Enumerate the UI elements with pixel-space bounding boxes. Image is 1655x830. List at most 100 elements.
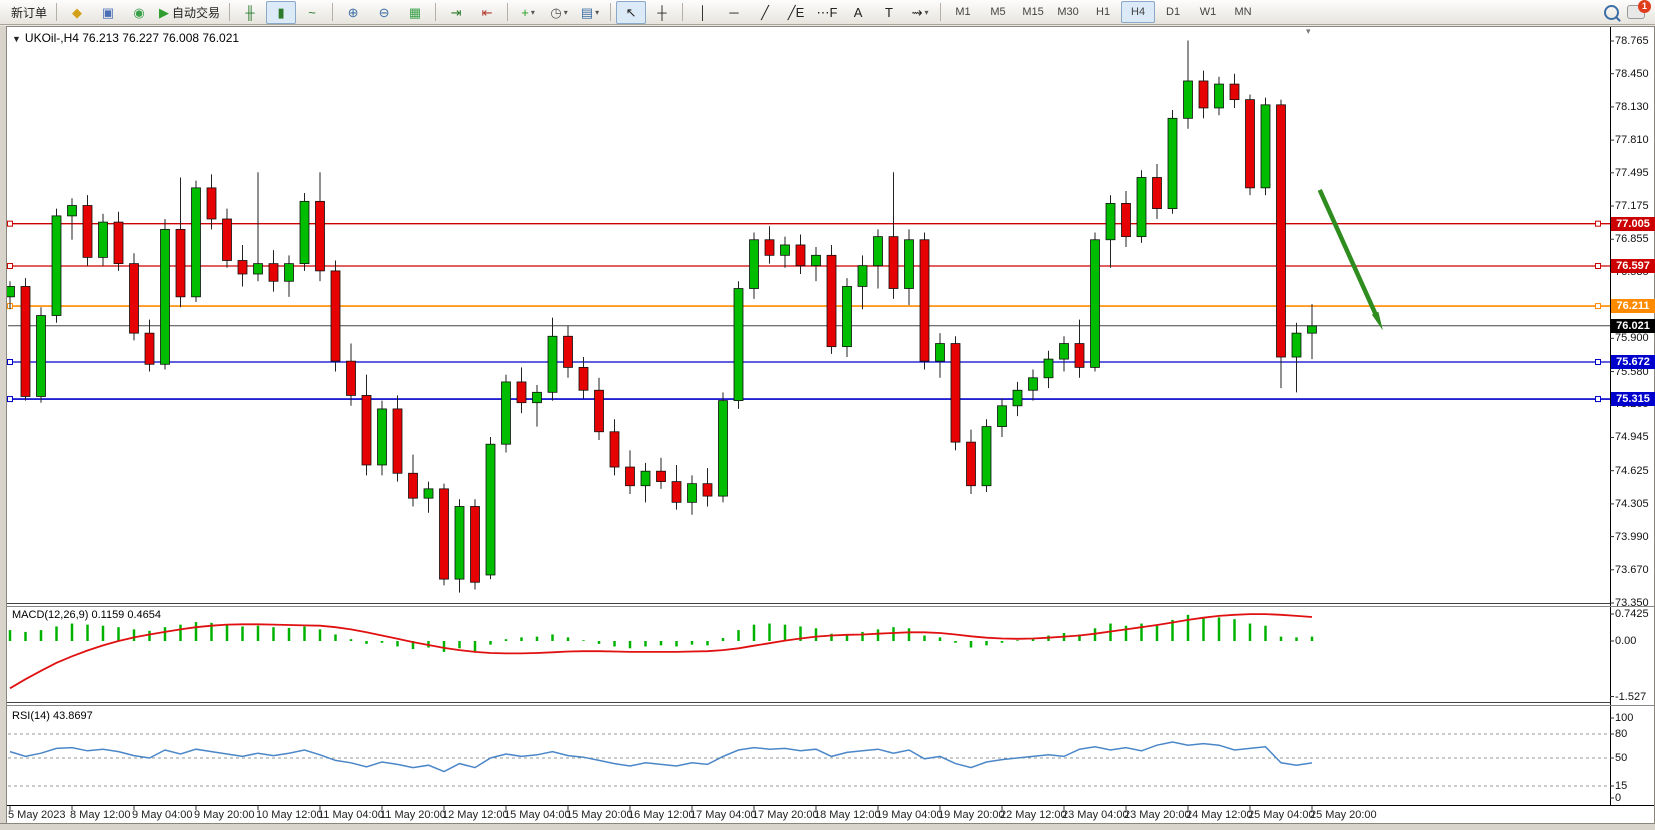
- candle-body: [656, 470, 666, 482]
- timeframe-m30-button[interactable]: M30: [1051, 1, 1085, 23]
- candle-body: [1198, 80, 1209, 109]
- fibonacci-tool-icon: ⋯F: [816, 4, 838, 20]
- price-axis-label: 73.990: [1615, 530, 1649, 543]
- broadcast-icon[interactable]: ◉: [124, 1, 154, 24]
- vertical-line-tool-icon: │: [698, 4, 708, 20]
- chart-window[interactable]: [0, 26, 1655, 829]
- candle-body: [795, 244, 806, 267]
- trendline-tool-icon[interactable]: ╱: [750, 1, 780, 24]
- time-axis-label: 15 May 20:00: [566, 809, 633, 821]
- fibonacci-tool-icon[interactable]: ⋯F: [812, 1, 842, 24]
- candle-body: [470, 506, 480, 583]
- price-axis-label: 78.130: [1615, 100, 1649, 113]
- new-order-button[interactable]: 新订单: [4, 1, 51, 24]
- templates-menu-icon: ▤: [580, 4, 594, 20]
- bar-chart-type-icon[interactable]: ╫: [235, 1, 265, 24]
- toolbar-separator: [56, 3, 58, 21]
- periods-menu-icon[interactable]: ◷ ▾: [544, 1, 574, 24]
- market-watch-icon[interactable]: ◆: [62, 1, 92, 24]
- timeframe-m15-button[interactable]: M15: [1016, 1, 1050, 23]
- time-axis-label: 19 May 04:00: [876, 809, 943, 821]
- time-axis-label: 22 May 12:00: [1000, 809, 1067, 821]
- templates-menu-icon[interactable]: ▤ ▾: [575, 1, 605, 24]
- text-label-tool-icon: T: [885, 4, 893, 20]
- candle-body: [1074, 343, 1085, 368]
- auto-scroll-icon[interactable]: ⇥: [441, 1, 471, 24]
- candle-body: [377, 408, 387, 466]
- candle-body: [423, 488, 434, 499]
- zoom-in-icon: ⊕: [347, 4, 359, 20]
- candle-body: [594, 389, 604, 433]
- candle-body: [1043, 358, 1054, 379]
- channel-tool-icon[interactable]: ╱E: [781, 1, 811, 24]
- candle-body: [904, 239, 914, 289]
- vertical-line-tool-icon[interactable]: │: [688, 1, 718, 24]
- time-axis-label: 18 May 12:00: [814, 809, 881, 821]
- arrows-tool-icon[interactable]: ⇝ ▾: [905, 1, 935, 24]
- price-axis-label: 73.670: [1615, 563, 1649, 576]
- candle-body: [702, 483, 713, 497]
- candle-body: [764, 239, 775, 256]
- toolbar-separator: [507, 3, 509, 21]
- timeframe-m5-button[interactable]: M5: [981, 1, 1015, 23]
- search-icon[interactable]: [1604, 4, 1619, 20]
- notifications-icon[interactable]: 1: [1627, 0, 1651, 19]
- navigator-icon[interactable]: ▣: [93, 1, 123, 24]
- cursor-tool-icon[interactable]: ↖: [616, 0, 647, 24]
- time-axis-label: 9 May 20:00: [194, 809, 255, 821]
- candle-body: [842, 286, 852, 348]
- indicators-add-icon[interactable]: + ▾: [513, 1, 543, 24]
- zoom-out-icon: ⊖: [378, 4, 390, 20]
- candle-body: [997, 405, 1007, 427]
- candlestick-chart-type-icon[interactable]: ▮: [266, 0, 297, 24]
- autotrading-icon: ▶: [159, 4, 170, 20]
- dropdown-arrow-icon[interactable]: ▾: [563, 7, 568, 17]
- line-chart-type-icon: ~: [308, 4, 316, 20]
- timeframe-h1-button[interactable]: H1: [1086, 1, 1120, 23]
- timeframe-mn-button[interactable]: MN: [1226, 1, 1260, 23]
- time-axis-label: 15 May 04:00: [504, 809, 571, 821]
- chevron-down-icon[interactable]: ▼: [12, 34, 21, 44]
- cursor-tool-icon: ↖: [625, 4, 637, 20]
- rsi-line: [9, 741, 1313, 773]
- candle-body: [547, 335, 558, 393]
- chart-shift-icon[interactable]: ⇤: [472, 1, 502, 24]
- candle-body: [113, 221, 124, 265]
- dropdown-arrow-icon[interactable]: ▾: [530, 7, 535, 17]
- candle-body: [206, 187, 217, 220]
- macd-axis-label: 0.00: [1615, 635, 1637, 647]
- candle-body: [1012, 389, 1023, 407]
- toolbar-separator: [940, 3, 942, 21]
- candle-body: [563, 335, 573, 368]
- candle-body: [532, 391, 542, 404]
- price-axis-label: 74.625: [1615, 464, 1649, 477]
- toolbar-separator: [229, 3, 231, 21]
- timeframe-w1-button[interactable]: W1: [1191, 1, 1225, 23]
- crosshair-tool-icon[interactable]: ┼: [647, 1, 677, 24]
- dropdown-arrow-icon[interactable]: ▾: [924, 7, 929, 17]
- line-chart-type-icon[interactable]: ~: [297, 1, 327, 24]
- autotrading-button[interactable]: ▶ 自动交易: [155, 1, 224, 24]
- candle-body: [1260, 104, 1271, 189]
- timeframe-h4-button[interactable]: H4: [1121, 1, 1156, 23]
- timeframe-mn-button-label: MN: [1234, 6, 1252, 18]
- candle-body: [144, 332, 155, 365]
- candle-body: [237, 260, 248, 275]
- zoom-in-icon[interactable]: ⊕: [338, 1, 368, 24]
- timeframe-d1-button[interactable]: D1: [1156, 1, 1190, 23]
- candle-body: [919, 239, 930, 362]
- trendline-tool-icon: ╱: [761, 4, 769, 20]
- timeframe-m1-button[interactable]: M1: [946, 1, 980, 23]
- candle-body: [625, 466, 635, 487]
- candle-body: [160, 228, 170, 365]
- price-axis-label: 78.450: [1615, 67, 1649, 80]
- dropdown-arrow-icon[interactable]: ▾: [595, 7, 600, 17]
- candle-body: [191, 187, 201, 298]
- candle-body: [935, 343, 945, 362]
- text-tool-icon[interactable]: A: [843, 1, 873, 24]
- horizontal-line-tool-icon[interactable]: ─: [719, 1, 749, 24]
- tile-windows-icon[interactable]: ▦: [400, 1, 430, 24]
- zoom-out-icon[interactable]: ⊖: [369, 1, 399, 24]
- text-label-tool-icon[interactable]: T: [874, 1, 904, 24]
